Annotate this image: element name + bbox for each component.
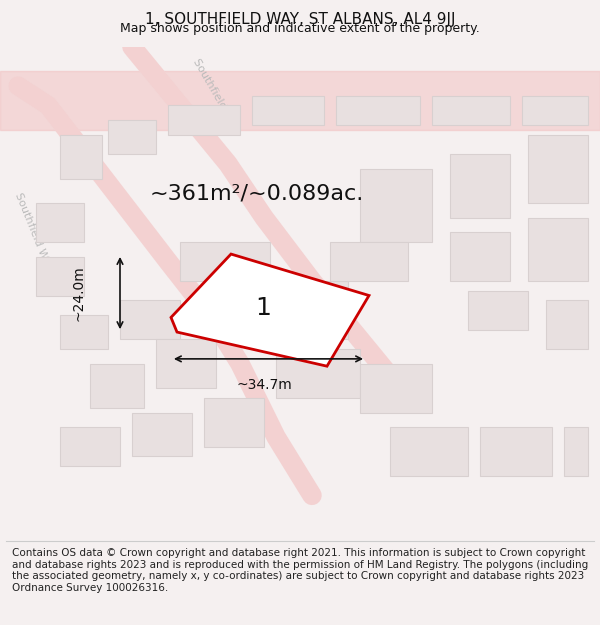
Polygon shape <box>432 96 510 125</box>
Text: ~34.7m: ~34.7m <box>236 378 292 392</box>
Polygon shape <box>240 281 348 339</box>
Polygon shape <box>156 339 216 388</box>
Text: 1, SOUTHFIELD WAY, ST ALBANS, AL4 9JJ: 1, SOUTHFIELD WAY, ST ALBANS, AL4 9JJ <box>145 12 455 27</box>
Polygon shape <box>168 106 240 134</box>
Polygon shape <box>60 315 108 349</box>
Polygon shape <box>252 96 324 125</box>
Text: Contains OS data © Crown copyright and database right 2021. This information is : Contains OS data © Crown copyright and d… <box>12 548 588 592</box>
Polygon shape <box>132 412 192 456</box>
Bar <box>0 71 600 130</box>
Bar <box>0 71 600 130</box>
Polygon shape <box>468 291 528 329</box>
Polygon shape <box>36 203 84 242</box>
Polygon shape <box>522 96 588 125</box>
Polygon shape <box>330 242 408 281</box>
Text: Map shows position and indicative extent of the property.: Map shows position and indicative extent… <box>120 22 480 35</box>
Polygon shape <box>450 154 510 218</box>
Text: 1: 1 <box>255 296 271 320</box>
Polygon shape <box>360 169 432 242</box>
Polygon shape <box>450 232 510 281</box>
Polygon shape <box>60 427 120 466</box>
Polygon shape <box>171 254 369 366</box>
Text: Southfield Way: Southfield Way <box>191 57 241 134</box>
Polygon shape <box>60 134 102 179</box>
Polygon shape <box>546 301 588 349</box>
Polygon shape <box>276 349 360 398</box>
Polygon shape <box>480 427 552 476</box>
Polygon shape <box>390 427 468 476</box>
Text: Southfield Way: Southfield Way <box>13 191 53 273</box>
Polygon shape <box>180 242 270 281</box>
Polygon shape <box>528 217 588 281</box>
Text: ~24.0m: ~24.0m <box>71 265 85 321</box>
Text: ~361m²/~0.089ac.: ~361m²/~0.089ac. <box>150 183 364 203</box>
Polygon shape <box>90 364 144 408</box>
Polygon shape <box>528 134 588 203</box>
Polygon shape <box>360 364 432 413</box>
Polygon shape <box>336 96 420 125</box>
Polygon shape <box>36 256 84 296</box>
Polygon shape <box>564 427 588 476</box>
Polygon shape <box>108 120 156 154</box>
Polygon shape <box>120 301 180 339</box>
Polygon shape <box>204 398 264 447</box>
